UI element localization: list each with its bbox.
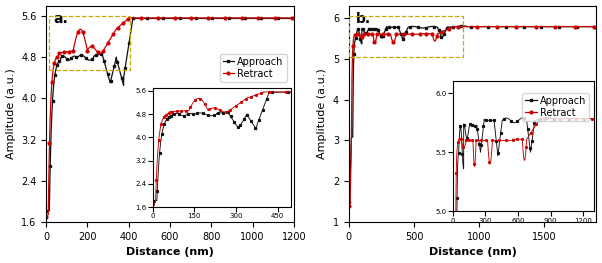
Approach	[379, 37, 386, 40]
Retract	[351, 33, 358, 37]
Retract	[269, 16, 276, 19]
Y-axis label: Amplitude (a.u.): Amplitude (a.u.)	[317, 68, 327, 159]
Approach	[253, 17, 261, 20]
Approach	[99, 53, 106, 57]
Approach	[383, 26, 390, 29]
Approach	[379, 37, 386, 40]
Line: Approach: Approach	[347, 25, 598, 203]
Line: Approach: Approach	[45, 17, 295, 212]
Retract	[43, 215, 50, 219]
Retract	[265, 16, 272, 19]
Retract	[385, 33, 392, 36]
Approach	[538, 25, 545, 28]
X-axis label: Distance (nm): Distance (nm)	[126, 247, 214, 257]
Approach	[593, 25, 600, 28]
Retract	[450, 25, 457, 28]
Retract	[84, 49, 91, 53]
Retract	[290, 16, 297, 19]
Text: b.: b.	[356, 12, 371, 26]
Bar	[49, 16, 130, 70]
Text: a.: a.	[54, 12, 69, 26]
Y-axis label: Amplitude (a.u.): Amplitude (a.u.)	[5, 68, 16, 159]
X-axis label: Distance (nm): Distance (nm)	[429, 247, 517, 257]
Retract	[563, 25, 571, 28]
Bar	[349, 16, 464, 57]
Line: Retract: Retract	[347, 25, 598, 207]
Approach	[566, 25, 574, 28]
Retract	[125, 16, 132, 19]
Retract	[568, 25, 576, 28]
Line: Retract: Retract	[45, 17, 295, 218]
Approach	[345, 200, 352, 203]
Retract	[432, 39, 439, 43]
Retract	[123, 19, 130, 22]
Approach	[409, 25, 417, 28]
Retract	[48, 85, 55, 88]
Approach	[129, 17, 137, 20]
Approach	[462, 24, 470, 28]
Approach	[93, 53, 101, 57]
Approach	[43, 209, 50, 213]
Retract	[593, 25, 600, 28]
Retract	[372, 39, 379, 43]
Approach	[290, 17, 297, 20]
Approach	[164, 17, 171, 20]
Approach	[119, 78, 126, 81]
Legend: Approach, Retract: Approach, Retract	[220, 54, 287, 82]
Retract	[345, 204, 352, 208]
Approach	[259, 17, 267, 20]
Legend: Approach, Retract: Approach, Retract	[523, 93, 589, 120]
Retract	[72, 39, 79, 42]
